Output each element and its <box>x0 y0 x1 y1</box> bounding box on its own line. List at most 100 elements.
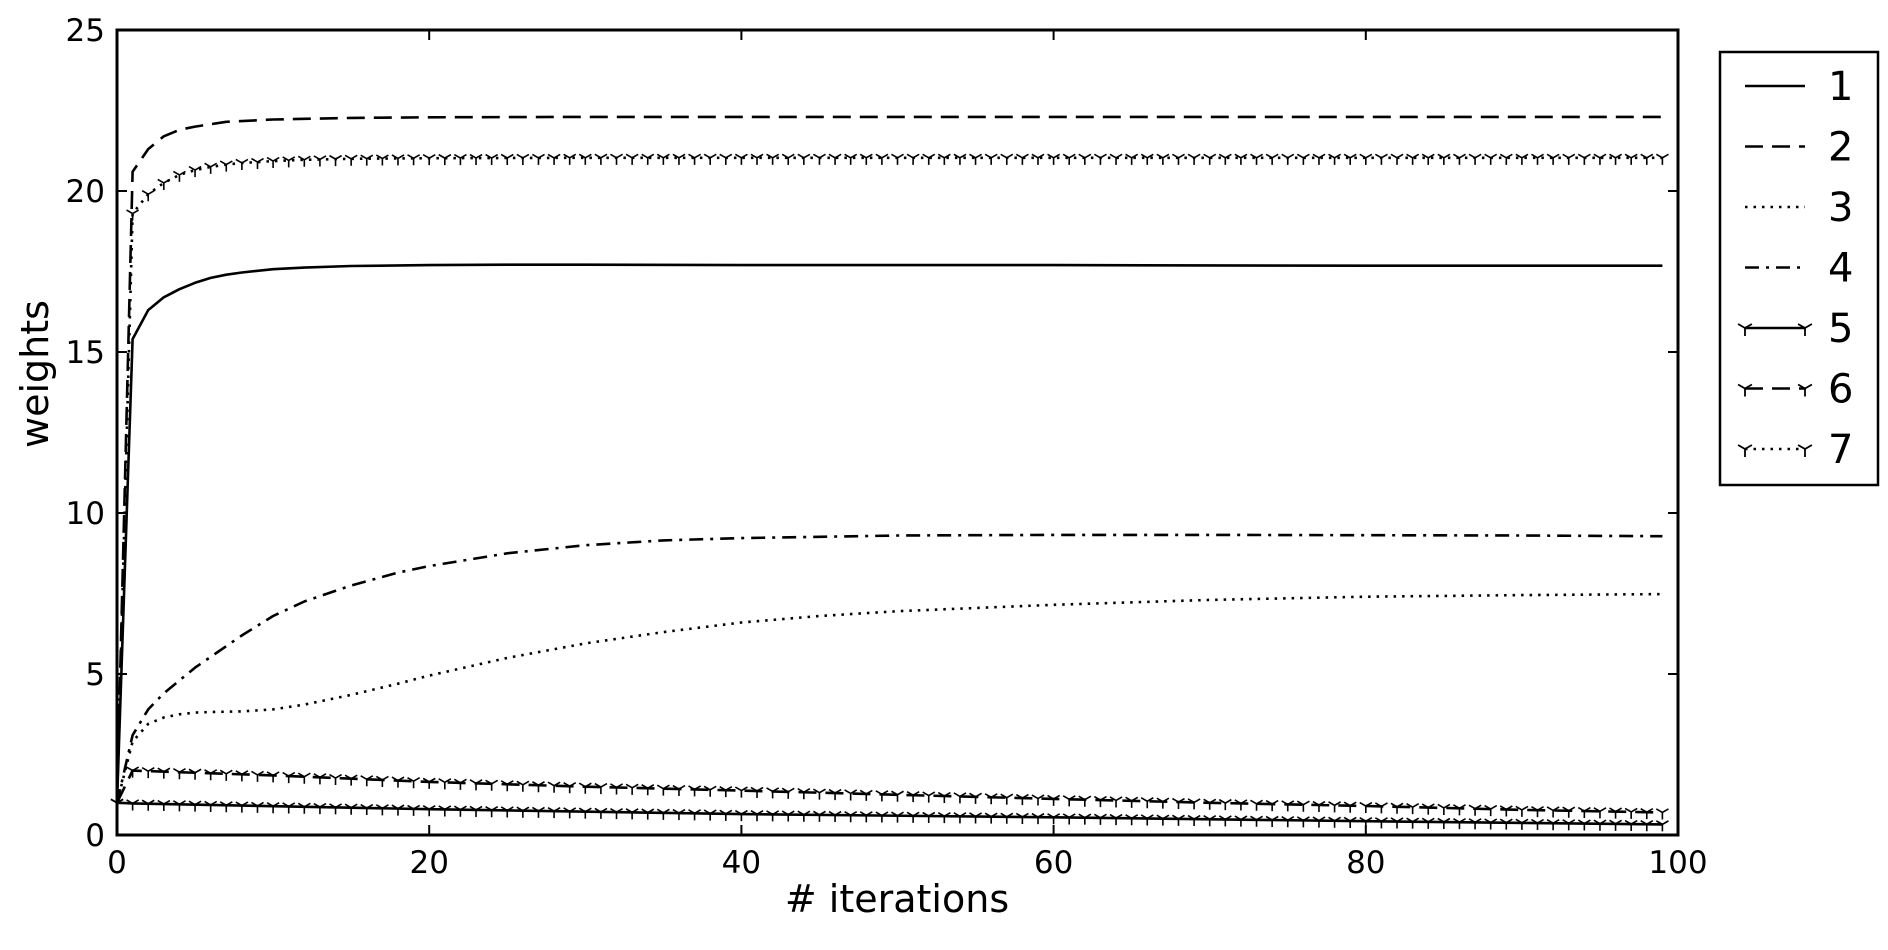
series-7-marker <box>656 153 670 165</box>
series-7-marker <box>1374 153 1388 165</box>
series-7-marker <box>844 153 858 165</box>
series-7-marker <box>500 153 514 165</box>
series-6-marker <box>578 782 592 794</box>
x-tick-label: 60 <box>1034 845 1073 881</box>
series-7-marker <box>1125 153 1139 165</box>
series-7-marker <box>672 153 686 165</box>
series-7-marker <box>1078 153 1092 165</box>
series-6 <box>110 766 1669 820</box>
series-5-marker <box>1609 819 1623 831</box>
series-7-marker <box>1093 153 1107 165</box>
series-5-marker <box>1281 815 1295 828</box>
series-7-marker <box>1250 153 1263 165</box>
series-7-marker <box>1218 153 1232 165</box>
series-5-marker <box>172 800 186 812</box>
series-5-marker <box>688 809 702 821</box>
series-5-marker <box>1203 815 1217 827</box>
series-6-marker <box>1374 802 1388 814</box>
series-5-marker <box>734 809 748 822</box>
series-5-marker <box>157 799 171 812</box>
series-6-marker <box>953 792 967 804</box>
series-5-marker <box>984 812 998 824</box>
series-7-marker <box>251 157 264 170</box>
series-7-marker <box>1296 153 1310 165</box>
series-7-marker <box>719 153 733 165</box>
series-7-marker <box>1609 153 1623 165</box>
series-6-marker <box>672 784 686 797</box>
series-5-marker <box>703 809 717 821</box>
series-5-marker <box>750 810 764 822</box>
series-5-marker <box>1624 819 1638 832</box>
series-6-marker <box>469 779 483 791</box>
series-7-marker <box>360 154 374 166</box>
series-6-marker <box>204 769 218 781</box>
series-5-marker <box>719 809 733 821</box>
series-5-marker <box>1296 816 1310 828</box>
series-6-marker <box>313 773 327 785</box>
series-5-marker <box>344 803 358 815</box>
series-7-marker <box>469 153 483 166</box>
series-5-marker <box>1499 818 1513 830</box>
series-5-marker <box>1078 813 1092 825</box>
series-5-marker <box>766 810 780 822</box>
series-7-marker <box>188 165 202 178</box>
series-5-marker <box>937 811 951 824</box>
series-6-marker <box>1577 806 1591 819</box>
series-6-marker <box>1031 794 1045 806</box>
series-line-6 <box>115 769 1663 814</box>
series-5-marker <box>953 812 967 824</box>
series-7-marker <box>375 154 389 166</box>
series-5-marker <box>656 808 670 820</box>
y-tick-label: 15 <box>66 335 105 371</box>
series-5-marker <box>1218 815 1232 827</box>
series-7-marker <box>1234 153 1248 165</box>
series-7 <box>110 153 1669 810</box>
series-6-marker <box>797 788 811 800</box>
series-5-marker <box>781 810 795 822</box>
series-5-marker <box>797 810 811 822</box>
series-7-marker <box>141 190 155 202</box>
series-6-marker <box>1047 794 1061 806</box>
series-6-marker <box>969 792 983 804</box>
series-6-marker <box>1593 807 1607 819</box>
series-5-marker <box>672 808 686 821</box>
legend-marker-7 <box>1797 444 1813 457</box>
series-7-marker <box>297 155 311 167</box>
series-5-marker <box>578 807 592 819</box>
series-5-marker <box>859 811 873 823</box>
series-6-marker <box>1624 807 1638 819</box>
series-5-marker <box>1640 820 1654 832</box>
legend-marker-7 <box>1737 444 1753 457</box>
series-6-marker <box>1172 797 1185 810</box>
series-line-7 <box>115 156 1663 803</box>
series-5-marker <box>516 806 530 818</box>
series-7-marker <box>937 153 951 165</box>
series-5-marker <box>1172 814 1185 826</box>
series-5-marker <box>485 806 499 818</box>
series-5-marker <box>1062 813 1076 825</box>
series-5-marker <box>235 801 249 813</box>
series-6-marker <box>422 777 436 789</box>
series-7-marker <box>1593 153 1607 165</box>
series-7-marker <box>797 153 811 165</box>
legend-label-1: 1 <box>1828 64 1853 110</box>
series-5-marker <box>407 804 421 816</box>
series-7-marker <box>1172 153 1185 165</box>
series-5-marker <box>594 807 608 819</box>
series-7-marker <box>1312 153 1326 165</box>
series-5-marker <box>1390 817 1404 829</box>
series-7-marker <box>625 153 639 165</box>
series-5-marker <box>610 807 623 820</box>
series-7-marker <box>266 156 280 169</box>
legend-label-6: 6 <box>1828 367 1853 413</box>
series-5-marker <box>1187 814 1201 827</box>
series-5-marker <box>969 812 983 824</box>
legend-label-5: 5 <box>1828 306 1853 352</box>
series-7-marker <box>875 153 889 165</box>
series-6-marker <box>1187 798 1201 810</box>
series-7-marker <box>1015 153 1029 165</box>
series-6-marker <box>1328 801 1342 813</box>
plot-frame <box>115 28 1680 837</box>
series-7-marker <box>922 153 936 165</box>
series-7-marker <box>1031 153 1045 165</box>
